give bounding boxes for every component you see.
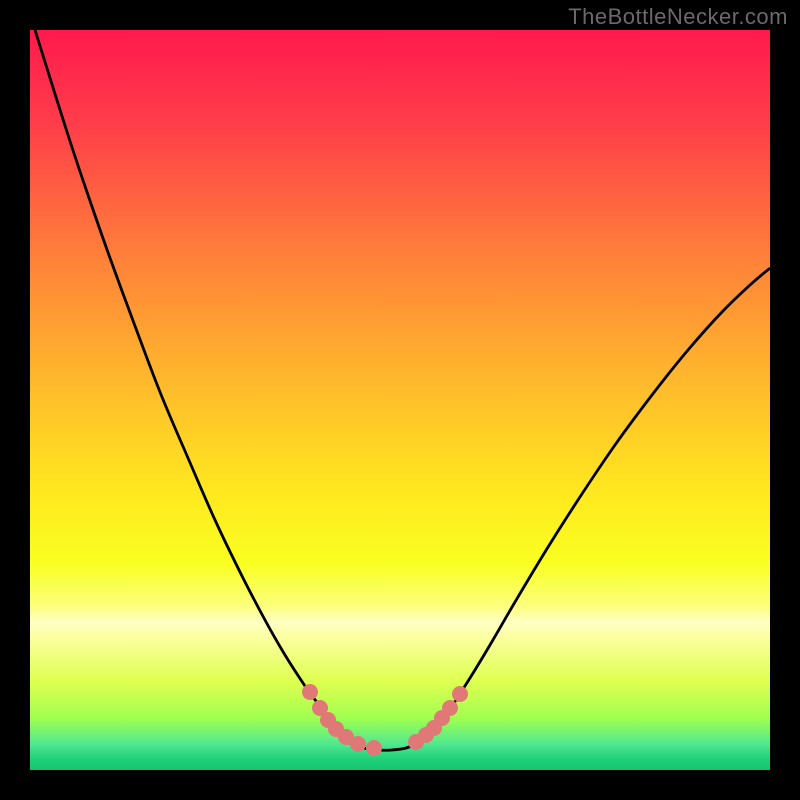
scatter-marker bbox=[350, 736, 366, 752]
scatter-marker bbox=[366, 740, 382, 756]
scatter-marker bbox=[452, 686, 468, 702]
chart-container: TheBottleNecker.com bbox=[0, 0, 800, 800]
watermark-text: TheBottleNecker.com bbox=[568, 4, 788, 30]
plot-area bbox=[30, 30, 770, 770]
bottleneck-chart-svg bbox=[30, 30, 770, 770]
chart-background bbox=[30, 30, 770, 770]
scatter-marker bbox=[302, 684, 318, 700]
scatter-marker bbox=[442, 700, 458, 716]
